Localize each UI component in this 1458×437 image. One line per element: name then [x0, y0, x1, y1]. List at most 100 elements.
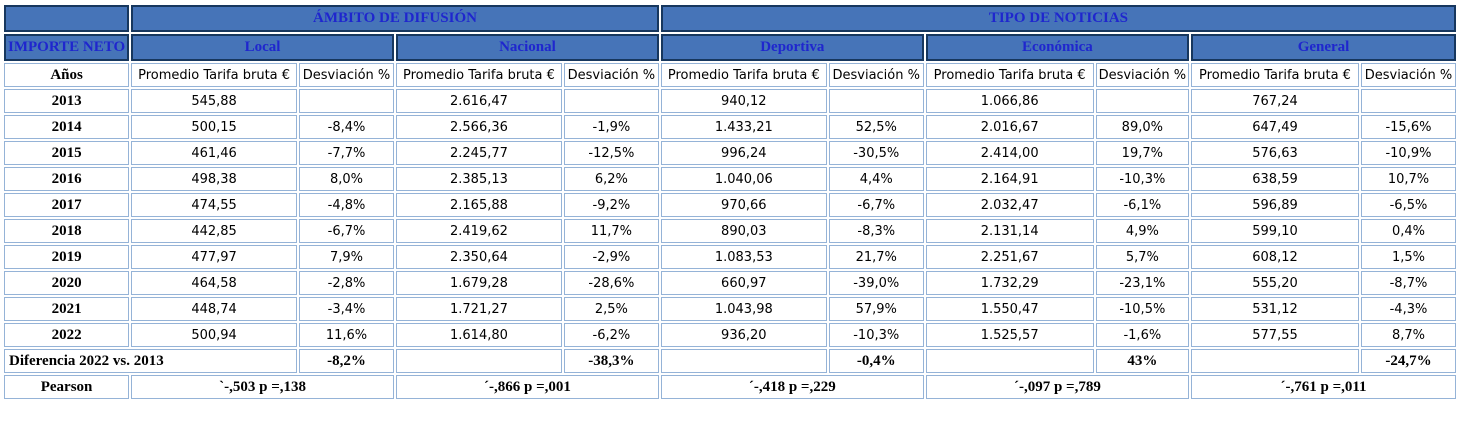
data-cell: 608,12 [1191, 245, 1359, 269]
data-cell: 890,03 [660, 219, 827, 243]
column-header-desviacion: Desviación % [563, 63, 659, 87]
header-local: Local [131, 34, 394, 61]
year-cell: 2022 [4, 323, 130, 347]
empty-cell [396, 349, 562, 373]
table-row: 2020 464,58 -2,8% 1.679,28 -28,6% 660,97… [4, 271, 1456, 295]
column-header-promedio: Promedio Tarifa bruta € [131, 63, 298, 87]
data-cell: -7,7% [299, 141, 394, 165]
data-cell: 1.525,57 [925, 323, 1094, 347]
data-cell: -39,0% [828, 271, 924, 295]
data-cell: 1.043,98 [660, 297, 827, 321]
data-cell: -8,3% [828, 219, 924, 243]
group-header-row: IMPORTE NETO Local Nacional Deportiva Ec… [4, 34, 1456, 61]
data-cell: 4,9% [1095, 219, 1190, 243]
year-cell: 2021 [4, 297, 130, 321]
data-cell: 500,15 [131, 115, 298, 139]
column-header-promedio: Promedio Tarifa bruta € [925, 63, 1094, 87]
data-cell: 596,89 [1191, 193, 1359, 217]
column-header-desviacion: Desviación % [1360, 63, 1456, 87]
data-cell: 2.032,47 [925, 193, 1094, 217]
pearson-value-cell: ´-,418 p =,229 [660, 375, 924, 399]
data-cell: 464,58 [131, 271, 298, 295]
data-cell: 2.385,13 [396, 167, 562, 191]
data-cell: 2.165,88 [396, 193, 562, 217]
year-cell: 2020 [4, 271, 130, 295]
data-cell: 555,20 [1191, 271, 1359, 295]
data-cell: 576,63 [1191, 141, 1359, 165]
data-cell: 474,55 [131, 193, 298, 217]
data-cell: 2.414,00 [925, 141, 1094, 165]
header-tipo-noticias: TIPO DE NOTICIAS [660, 5, 1456, 32]
table-row: 2015 461,46 -7,7% 2.245,77 -12,5% 996,24… [4, 141, 1456, 165]
data-cell: 2.164,91 [925, 167, 1094, 191]
data-cell: 477,97 [131, 245, 298, 269]
data-cell: 660,97 [660, 271, 827, 295]
data-cell: 10,7% [1360, 167, 1456, 191]
data-cell: 57,9% [828, 297, 924, 321]
data-cell: 1,5% [1360, 245, 1456, 269]
data-cell: -4,3% [1360, 297, 1456, 321]
data-cell: -28,6% [563, 271, 659, 295]
data-cell: 2.350,64 [396, 245, 562, 269]
data-cell: -12,5% [563, 141, 659, 165]
data-cell: 442,85 [131, 219, 298, 243]
data-cell: 996,24 [660, 141, 827, 165]
pearson-value-cell: ´-,866 p =,001 [396, 375, 659, 399]
pearson-value-cell: `-,503 p =,138 [131, 375, 394, 399]
column-header-desviacion: Desviación % [1095, 63, 1190, 87]
header-anos: Años [4, 63, 130, 87]
difference-value-cell: -0,4% [828, 349, 924, 373]
data-cell: 2.131,14 [925, 219, 1094, 243]
data-cell: 11,7% [563, 219, 659, 243]
super-header-row: ÁMBITO DE DIFUSIÓN TIPO DE NOTICIAS [4, 5, 1456, 32]
data-cell: 638,59 [1191, 167, 1359, 191]
header-economica: Económica [925, 34, 1190, 61]
data-cell [1360, 89, 1456, 113]
table-row: 2018 442,85 -6,7% 2.419,62 11,7% 890,03 … [4, 219, 1456, 243]
data-cell: 2.245,77 [396, 141, 562, 165]
table-row: 2016 498,38 8,0% 2.385,13 6,2% 1.040,06 … [4, 167, 1456, 191]
data-cell: 11,6% [299, 323, 394, 347]
data-cell: 1.614,80 [396, 323, 562, 347]
data-cell: 545,88 [131, 89, 298, 113]
data-cell: -2,9% [563, 245, 659, 269]
data-cell: -1,6% [1095, 323, 1190, 347]
data-cell: -30,5% [828, 141, 924, 165]
year-cell: 2019 [4, 245, 130, 269]
data-cell: 2.251,67 [925, 245, 1094, 269]
data-cell: 498,38 [131, 167, 298, 191]
data-cell: -10,9% [1360, 141, 1456, 165]
year-cell: 2015 [4, 141, 130, 165]
empty-cell [660, 349, 827, 373]
year-cell: 2017 [4, 193, 130, 217]
data-cell: 1.040,06 [660, 167, 827, 191]
year-cell: 2018 [4, 219, 130, 243]
pearson-value-cell: ´-,097 p =,789 [925, 375, 1190, 399]
difference-row: Diferencia 2022 vs. 2013 -8,2% -38,3% -0… [4, 349, 1456, 373]
column-header-promedio: Promedio Tarifa bruta € [660, 63, 827, 87]
year-cell: 2013 [4, 89, 130, 113]
data-cell: 1.550,47 [925, 297, 1094, 321]
data-cell: -8,4% [299, 115, 394, 139]
data-cell: 936,20 [660, 323, 827, 347]
pearson-label-cell: Pearson [4, 375, 130, 399]
data-cell: -10,3% [828, 323, 924, 347]
empty-cell [925, 349, 1094, 373]
difference-value-cell: -38,3% [563, 349, 659, 373]
pearson-row: Pearson `-,503 p =,138 ´-,866 p =,001 ´-… [4, 375, 1456, 399]
data-cell: 6,2% [563, 167, 659, 191]
data-cell: -6,7% [299, 219, 394, 243]
data-cell: 0,4% [1360, 219, 1456, 243]
header-nacional: Nacional [396, 34, 659, 61]
column-header-row: Años Promedio Tarifa bruta € Desviación … [4, 63, 1456, 87]
data-cell: 19,7% [1095, 141, 1190, 165]
data-cell: 2.566,36 [396, 115, 562, 139]
data-cell: -3,4% [299, 297, 394, 321]
data-cell: 1.732,29 [925, 271, 1094, 295]
data-cell: 4,4% [828, 167, 924, 191]
header-importe-neto: IMPORTE NETO [4, 34, 130, 61]
data-cell [1095, 89, 1190, 113]
pearson-value-cell: ´-,761 p =,011 [1191, 375, 1456, 399]
difference-label-cell: Diferencia 2022 vs. 2013 [4, 349, 298, 373]
data-cell: 1.433,21 [660, 115, 827, 139]
